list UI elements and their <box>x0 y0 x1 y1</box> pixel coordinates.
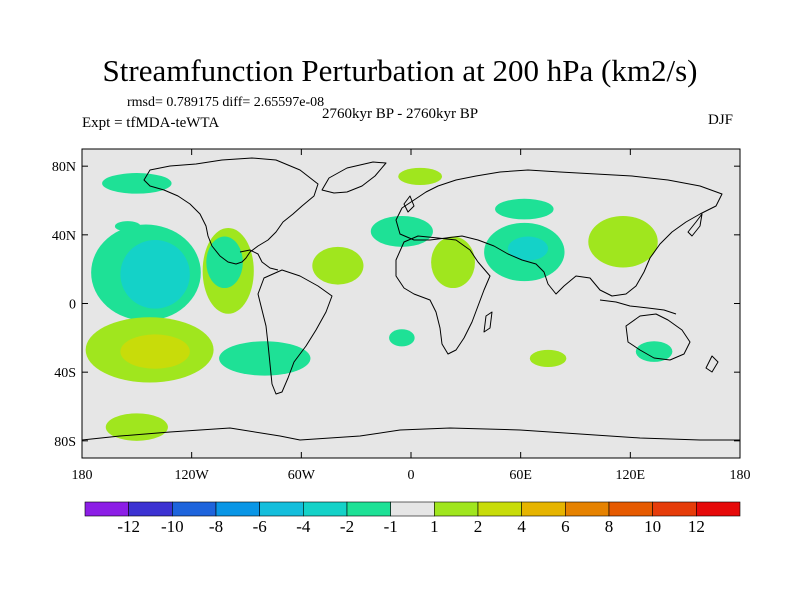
period-label: 2760kyr BP - 2760kyr BP <box>322 106 479 122</box>
anomaly-patch-13 <box>370 215 433 247</box>
season-label: DJF <box>708 112 734 128</box>
coastline-madagascar <box>483 311 493 333</box>
anomaly-layer <box>85 167 673 441</box>
y-tick-label: 40S <box>54 366 76 381</box>
x-tick-label: 180 <box>730 468 751 483</box>
colorbar-label: 2 <box>474 517 483 536</box>
colorbar-label: -10 <box>161 517 184 536</box>
colorbar-box <box>303 501 348 517</box>
anomaly-patch-10 <box>312 246 364 285</box>
coastline-antarctica <box>82 427 740 441</box>
coastlines <box>82 157 740 441</box>
colorbar-box <box>390 501 435 517</box>
coastline-uk <box>403 195 415 213</box>
anomaly-patch-11 <box>398 167 443 186</box>
x-tick-label: 120W <box>175 468 210 483</box>
anomaly-patch-17 <box>507 236 549 261</box>
coastline-africa <box>395 235 491 355</box>
x-tick-label: 60E <box>509 468 532 483</box>
y-axis: 80N 40N 0 40S 80S <box>52 160 740 450</box>
colorbar-box <box>128 501 173 517</box>
colorbar-box <box>477 501 522 517</box>
colorbar-label: -2 <box>340 517 354 536</box>
coastline-europe-asia <box>395 169 723 297</box>
coastline-north-america <box>143 157 319 265</box>
experiment-label: Expt = tfMDA-teWTA <box>82 115 220 131</box>
x-tick-label: 60W <box>288 468 316 483</box>
colorbar-label: -4 <box>296 517 311 536</box>
colorbar-box <box>434 501 479 517</box>
coastline-gulf-caribbean <box>239 249 279 271</box>
y-tick-label: 80S <box>54 435 76 450</box>
x-tick-label: 0 <box>408 468 415 483</box>
coastline-japan <box>687 213 703 237</box>
colorbar-label: 12 <box>688 517 705 536</box>
colorbar-box <box>259 501 304 517</box>
coastline-indonesia <box>599 299 677 315</box>
stats-text: rmsd= 0.789175 diff= 2.65597e-08 <box>127 95 325 110</box>
colorbar-label: 1 <box>430 517 439 536</box>
anomaly-patch-15 <box>495 198 554 220</box>
colorbar-label: 4 <box>517 517 526 536</box>
colorbar-box <box>521 501 566 517</box>
anomaly-patch-14 <box>431 236 475 289</box>
anomaly-patch-5 <box>206 236 243 289</box>
x-axis: 180 120W 60W 0 60E 120E 180 <box>72 149 751 483</box>
coastline-greenland <box>321 161 387 194</box>
colorbar-label: -12 <box>117 517 140 536</box>
coastline-australia <box>625 313 691 361</box>
colorbar-label: -1 <box>384 517 398 536</box>
anomaly-patch-20 <box>635 341 673 362</box>
anomaly-patch-18 <box>588 215 658 268</box>
anomaly-patch-19 <box>529 349 567 368</box>
colorbar-label: 8 <box>605 517 614 536</box>
colorbar-label: 6 <box>561 517 570 536</box>
chart-title: Streamfunction Perturbation at 200 hPa (… <box>102 53 698 88</box>
colorbar-box <box>696 501 741 517</box>
anomaly-patch-8 <box>105 413 168 441</box>
x-tick-label: 120E <box>616 468 646 483</box>
anomaly-patch-9 <box>219 341 311 376</box>
y-tick-label: 80N <box>52 160 76 175</box>
colorbar-box <box>215 501 260 517</box>
anomaly-patch-12 <box>389 329 415 347</box>
colorbar-box <box>172 501 217 517</box>
colorbar-box <box>84 501 129 517</box>
map-background <box>82 149 740 458</box>
y-tick-label: 0 <box>69 298 76 313</box>
y-tick-label: 40N <box>52 229 76 244</box>
colorbar-box <box>346 501 391 517</box>
anomaly-patch-7 <box>120 334 190 369</box>
colorbar-box <box>565 501 610 517</box>
colorbar-label: -6 <box>253 517 267 536</box>
coastline-south-america <box>257 269 333 395</box>
anomaly-patch-3 <box>120 239 190 309</box>
colorbar-box <box>652 501 697 517</box>
anomaly-patch-0 <box>102 173 172 194</box>
colorbar: -12 -10 -8 -6 -4 -2 -1 1 2 4 6 8 10 12 <box>84 501 741 536</box>
colorbar-label: -8 <box>209 517 223 536</box>
colorbar-label: 10 <box>644 517 661 536</box>
x-tick-label: 180 <box>72 468 93 483</box>
colorbar-box <box>608 501 653 517</box>
coastline-new-zealand <box>705 355 719 373</box>
